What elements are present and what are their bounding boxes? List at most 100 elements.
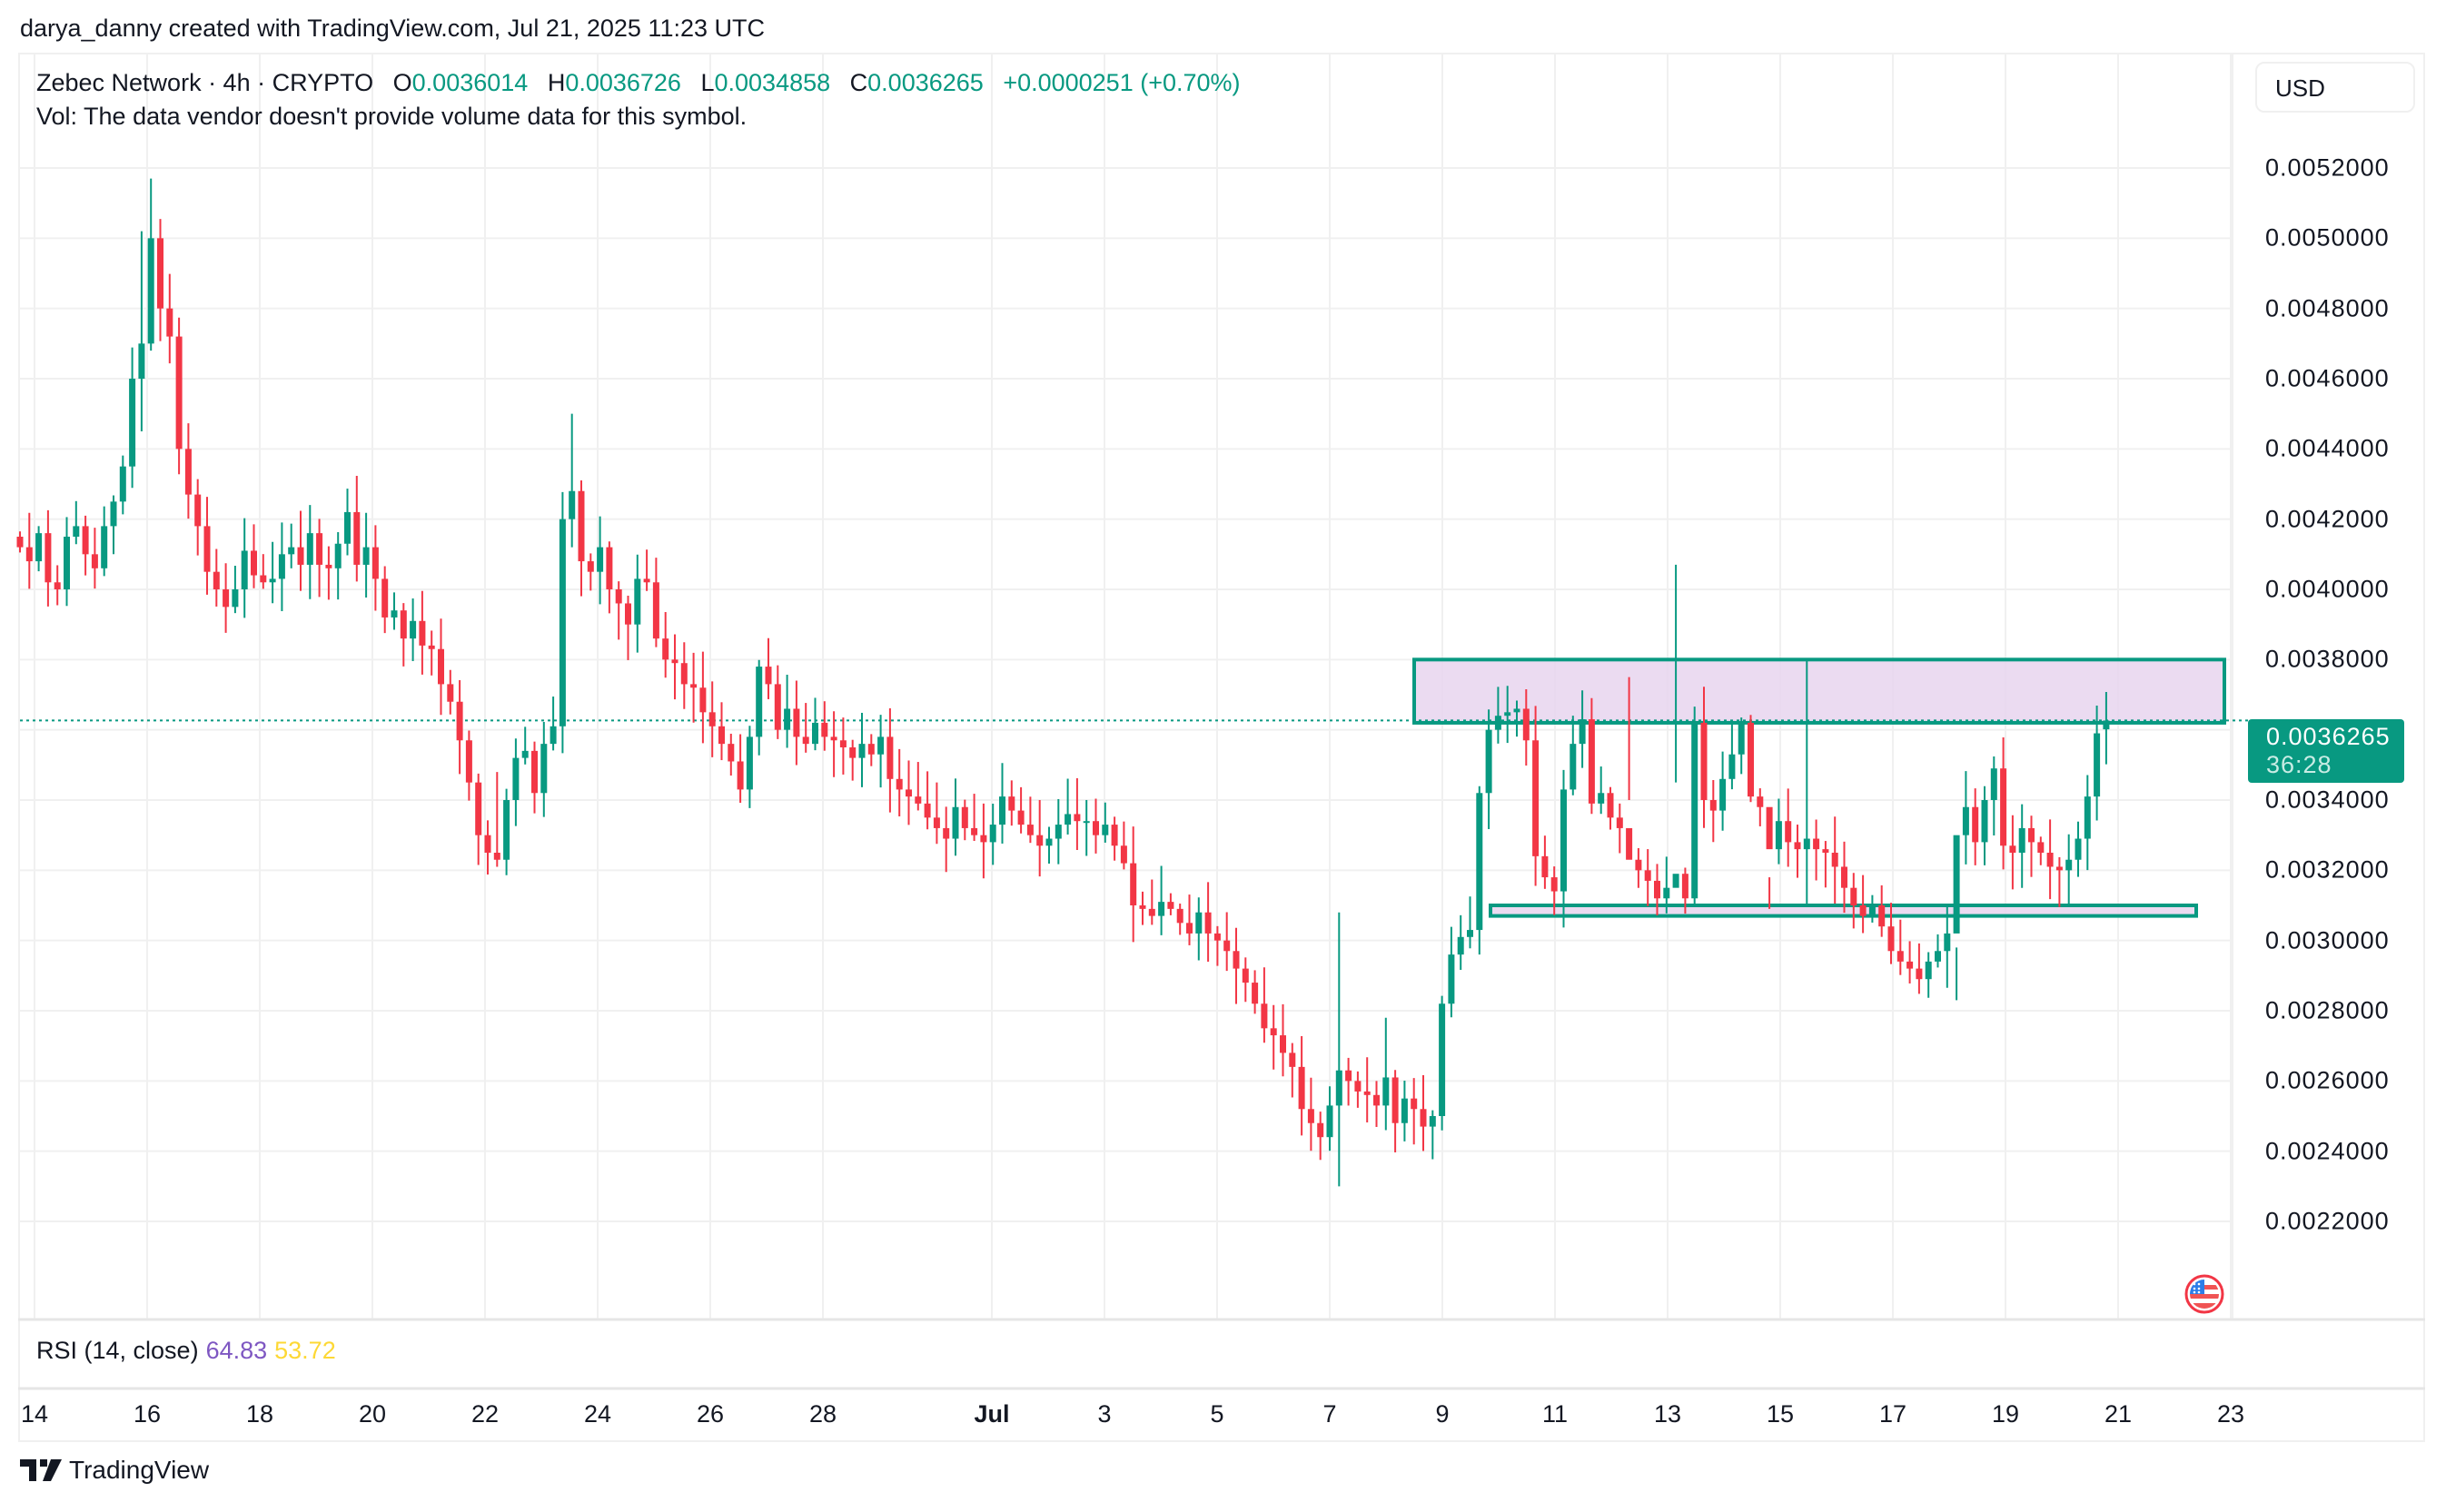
candle-body [896,778,903,790]
candle-body [915,796,922,804]
candle-body [1906,961,1914,969]
candle-body [718,726,725,745]
candle-body [288,547,295,555]
candle-body [1981,800,1988,843]
candle-body [278,554,285,579]
us-flag-event-icon[interactable] [2184,1273,2225,1315]
candle-body [166,308,173,337]
candle-body [1579,719,1586,745]
candle-body [550,726,557,745]
time-tick-label: 22 [470,1400,500,1428]
rsi-ma-value: 53.72 [274,1337,336,1364]
candle-body [793,708,800,737]
candle-body [35,533,43,562]
candle-body [1626,827,1633,860]
candle-body [999,796,1005,825]
candle-body [2018,827,2025,854]
candle-body [2028,827,2035,843]
time-tick-label: 18 [245,1400,274,1428]
candle-body [1223,940,1231,952]
candle-body [2075,838,2082,860]
candle-body [634,578,641,625]
time-tick-label: 7 [1322,1400,1337,1428]
candle-body [269,578,276,583]
candle-body [1008,796,1015,811]
candle-body [1850,887,1857,906]
price-tick-label: 0.0042000 [2265,505,2390,533]
candle-body [1607,793,1614,818]
candle-body [1868,905,1876,916]
currency-selector[interactable]: USD [2255,62,2415,113]
candle-body [203,526,211,572]
candle-body [1813,838,1820,850]
time-tick-label: 23 [2216,1400,2245,1428]
candle-body [101,526,108,568]
candle-body [1026,825,1034,835]
candle-body [906,789,912,797]
low-value: 0.0034858 [714,69,831,96]
candle-body [1972,806,1979,843]
candle-body [1570,744,1577,790]
candle-body [410,620,417,639]
candle-body [1654,880,1660,899]
candle-body [2055,866,2063,871]
candle-body [606,547,613,590]
close-value: 0.0036265 [867,69,984,96]
rsi-title[interactable]: RSI (14, close) [36,1337,199,1364]
candle-body [1663,887,1670,899]
price-tick-label: 0.0028000 [2265,996,2390,1024]
time-tick-label: 24 [583,1400,612,1428]
time-tick-label: 20 [358,1400,387,1428]
candle-body [924,803,931,818]
candle-body [587,561,594,572]
candle-body [1541,855,1549,878]
candle-body [1204,912,1212,934]
candle-body [858,744,866,758]
candle-body [1550,877,1558,892]
candle-body [362,547,370,565]
candle-body [1766,806,1773,850]
symbol-title[interactable]: Zebec Network · 4h · CRYPTO [36,69,374,96]
candle-body [728,744,735,762]
candle-body [157,238,163,309]
candle-body [1448,954,1455,1004]
candle-body [1074,814,1081,822]
candle-body [1513,708,1520,713]
candle-body [381,578,389,618]
chart-frame [18,53,2425,1442]
candle-body [1326,1105,1333,1138]
candle-body [1504,712,1511,716]
candle-body [1467,930,1473,937]
price-tick-label: 0.0026000 [2265,1066,2390,1094]
candle-body [344,511,351,544]
candle-body [1167,902,1174,909]
candle-body [1401,1098,1408,1123]
candle-body [45,533,52,583]
candle-body [1925,961,1932,980]
candle-body [175,336,183,450]
candle-body [1794,842,1801,850]
price-tick-label: 0.0040000 [2265,575,2390,603]
candle-body [774,684,781,730]
candle-body [1644,870,1651,881]
time-tick-label: 16 [133,1400,162,1428]
candle-body [325,564,332,568]
candle-body [1354,1081,1362,1092]
price-tick-label: 0.0052000 [2265,153,2390,182]
candle-body [1896,951,1904,962]
candle-body [531,750,538,794]
candle-body [1186,923,1193,934]
candle-body [1681,874,1688,899]
candle-body [1859,905,1867,916]
candle-body [1055,825,1062,839]
candle-body [839,740,847,748]
candle-body [1457,936,1464,955]
candle-body [989,825,996,843]
candle-body [756,667,763,737]
candle-body [251,550,257,576]
candle-body [1307,1109,1314,1123]
candle-body [1083,821,1090,824]
tradingview-logo[interactable]: TradingView [20,1456,209,1485]
candle-body [1195,912,1203,934]
